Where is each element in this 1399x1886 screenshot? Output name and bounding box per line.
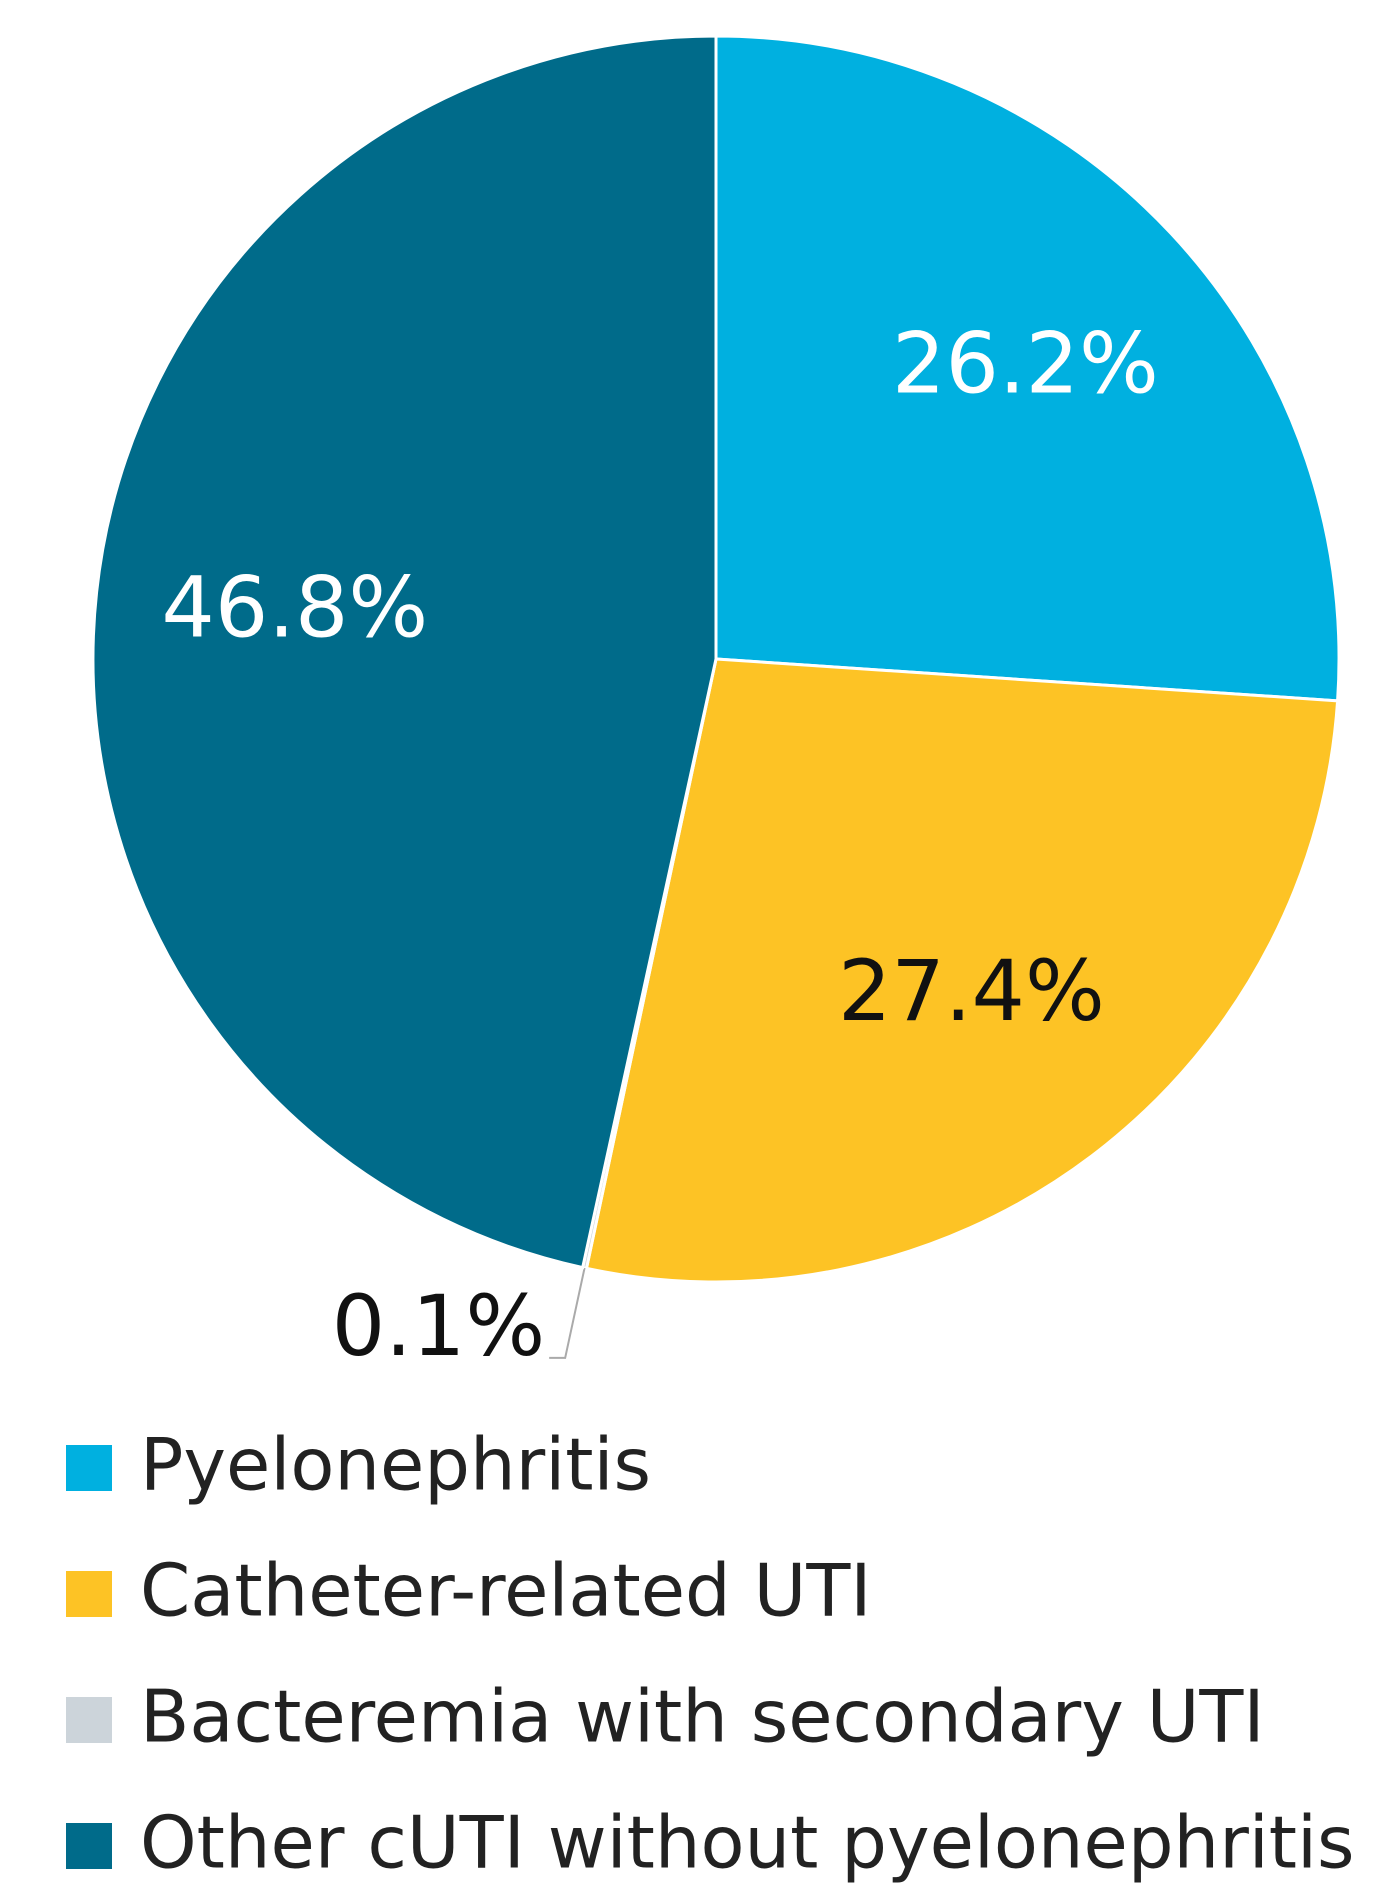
legend-label: Catheter-related UTI xyxy=(140,1549,872,1633)
legend-label: Other cUTI without pyelonephritis xyxy=(140,1801,1355,1885)
pie-slice xyxy=(91,34,718,1270)
legend-label: Bacteremia with secondary UTI xyxy=(140,1675,1265,1759)
leader-line xyxy=(549,1267,586,1359)
legend-swatch xyxy=(66,1697,112,1743)
legend-swatch xyxy=(66,1571,112,1617)
legend-swatch xyxy=(66,1823,112,1869)
legend-label: Pyelonephritis xyxy=(140,1423,651,1507)
data-label: 0.1% xyxy=(332,1277,545,1375)
legend-swatch xyxy=(66,1445,112,1491)
pie-slice xyxy=(584,657,1340,1284)
data-label: 27.4% xyxy=(838,942,1105,1040)
data-label: 26.2% xyxy=(892,315,1159,413)
data-label: 46.8% xyxy=(161,558,428,656)
pie-slice xyxy=(714,34,1341,703)
